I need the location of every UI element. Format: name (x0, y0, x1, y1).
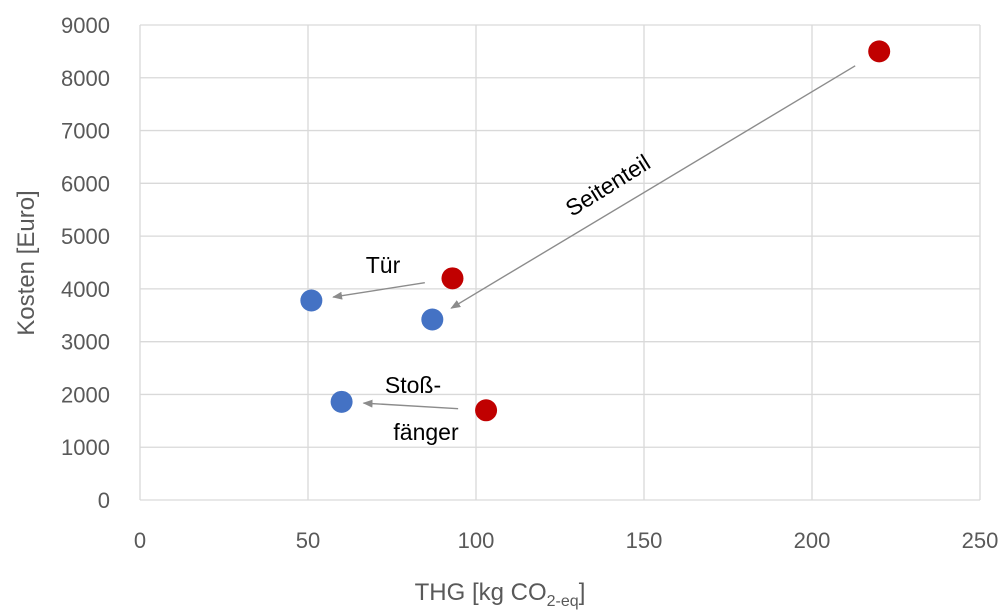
y-tick-label: 3000 (61, 330, 110, 355)
x-tick-label: 100 (458, 528, 495, 553)
annotation-arrow-0 (450, 65, 856, 309)
x-tick-label: 250 (962, 528, 999, 553)
annotation-arrow-1 (332, 281, 425, 300)
data-point-red (475, 399, 498, 422)
x-axis-title-main: THG [kg CO (415, 579, 547, 606)
x-tick-label: 0 (134, 528, 146, 553)
annotation-arrows (332, 65, 856, 410)
y-tick-label: 2000 (61, 382, 110, 407)
y-tick-label: 7000 (61, 119, 110, 144)
x-axis-title: THG [kg CO2-eq] (415, 579, 586, 610)
data-point-red (441, 267, 464, 290)
annotation-arrow-2 (362, 399, 459, 410)
x-axis-title-end: ] (579, 579, 586, 606)
annotation-tuer: Tür (366, 252, 401, 278)
y-tick-label: 4000 (61, 277, 110, 302)
y-axis-title: Kosten [Euro] (13, 190, 40, 335)
data-point-blue (330, 390, 353, 413)
x-axis-title-subscript: 2-eq (547, 593, 579, 610)
y-tick-label: 8000 (61, 66, 110, 91)
x-tick-label: 50 (296, 528, 320, 553)
y-tick-label: 1000 (61, 435, 110, 460)
data-points (300, 40, 891, 422)
x-tick-label: 150 (626, 528, 663, 553)
annotation-stossfaenger-line1: Stoß- (385, 372, 441, 398)
annotation-seitenteil: Seitenteil (561, 149, 655, 221)
y-tick-label: 6000 (61, 171, 110, 196)
y-tick-label: 5000 (61, 224, 110, 249)
data-point-blue (421, 308, 444, 331)
y-tick-label: 0 (98, 488, 110, 513)
annotation-stossfaenger-line2: fänger (393, 419, 459, 445)
data-point-red (868, 40, 891, 63)
x-axis-ticks: 0 50 100 150 200 250 (134, 528, 998, 553)
gridlines (139, 24, 981, 501)
y-tick-label: 9000 (61, 13, 110, 38)
data-point-blue (300, 289, 323, 312)
y-axis-ticks: 0 1000 2000 3000 4000 5000 6000 7000 8000 9000 (61, 13, 110, 513)
x-tick-label: 200 (794, 528, 831, 553)
